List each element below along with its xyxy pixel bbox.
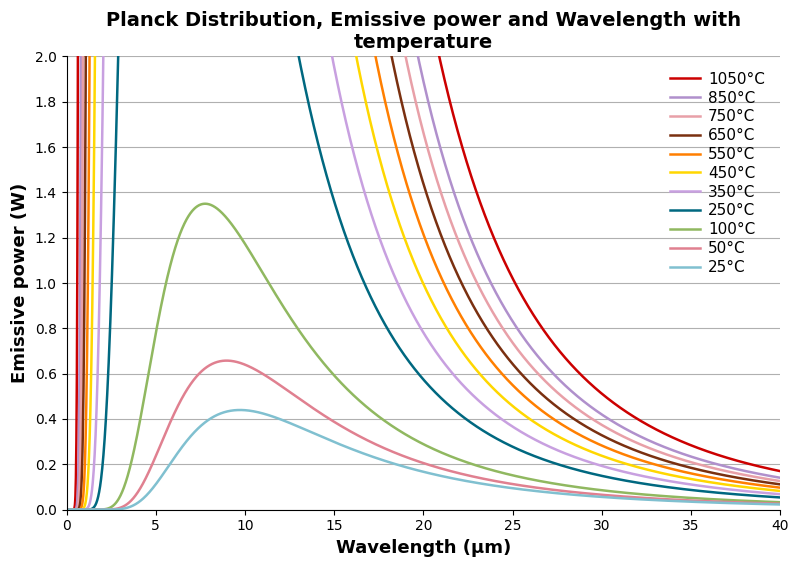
250°C [685,486,694,493]
450°C [775,487,785,494]
350°C [337,99,346,106]
25°C [63,506,73,513]
50°C [367,439,377,446]
50°C [145,467,154,474]
50°C [762,500,771,507]
100°C [200,201,210,207]
650°C [685,464,694,471]
25°C [367,453,377,460]
250°C [337,220,346,227]
450°C [685,475,694,482]
750°C [685,458,694,465]
100°C [685,495,694,502]
Y-axis label: Emissive power (W): Emissive power (W) [11,183,29,383]
750°C [775,478,785,485]
450°C [367,127,377,133]
Line: 350°C: 350°C [68,0,780,509]
Line: 450°C: 450°C [68,0,780,509]
Line: 25°C: 25°C [68,410,780,509]
Title: Planck Distribution, Emissive power and Wavelength with
temperature: Planck Distribution, Emissive power and … [106,11,741,52]
550°C [685,470,694,477]
50°C [685,497,694,504]
Line: 100°C: 100°C [68,204,780,509]
100°C [367,408,377,415]
50°C [187,379,197,386]
100°C [145,365,154,371]
100°C [762,498,771,505]
25°C [235,407,245,414]
1050°C [762,465,771,471]
250°C [762,493,771,500]
850°C [775,474,785,481]
1050°C [775,467,785,474]
1050°C [63,506,73,513]
25°C [145,488,154,495]
Line: 1050°C: 1050°C [68,0,780,509]
Line: 850°C: 850°C [68,0,780,509]
250°C [63,506,73,513]
550°C [63,506,73,513]
25°C [775,501,785,508]
100°C [775,499,785,506]
50°C [337,423,346,429]
250°C [775,494,785,501]
250°C [367,297,377,304]
450°C [63,506,73,513]
750°C [762,475,771,482]
25°C [762,501,771,508]
850°C [685,453,694,460]
X-axis label: Wavelength (μm): Wavelength (μm) [336,539,511,557]
100°C [63,506,73,513]
Line: 550°C: 550°C [68,0,780,509]
100°C [337,380,346,387]
350°C [775,491,785,498]
Legend: 1050°C, 850°C, 750°C, 650°C, 550°C, 450°C, 350°C, 250°C, 100°C, 50°C, 25°C: 1050°C, 850°C, 750°C, 650°C, 550°C, 450°… [662,64,773,282]
350°C [762,490,771,496]
50°C [222,357,231,364]
25°C [337,441,346,448]
350°C [367,214,377,221]
550°C [762,483,771,490]
Line: 750°C: 750°C [68,0,780,509]
25°C [685,498,694,505]
50°C [63,506,73,513]
25°C [187,432,197,438]
1050°C [685,441,694,448]
550°C [367,37,377,44]
550°C [775,485,785,491]
Line: 250°C: 250°C [68,0,780,509]
50°C [775,500,785,507]
350°C [63,506,73,513]
350°C [685,481,694,488]
450°C [762,486,771,493]
Line: 650°C: 650°C [68,0,780,509]
650°C [762,479,771,486]
750°C [63,506,73,513]
650°C [63,506,73,513]
650°C [775,481,785,488]
100°C [187,208,197,215]
Line: 50°C: 50°C [68,361,780,509]
850°C [63,506,73,513]
850°C [762,472,771,479]
